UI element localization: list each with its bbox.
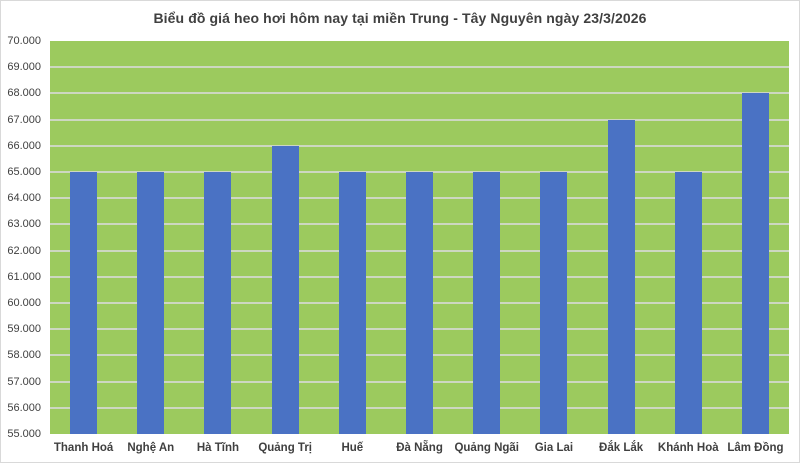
x-axis-category-label: Quảng Ngãi bbox=[454, 442, 519, 454]
bar-slot bbox=[588, 41, 655, 434]
bar bbox=[137, 172, 165, 434]
y-axis-tick-label: 55.000 bbox=[7, 428, 41, 440]
x-axis-category-label: Đắk Lắk bbox=[599, 442, 644, 454]
y-axis-tick-label: 68.000 bbox=[7, 87, 41, 100]
bar bbox=[674, 172, 702, 434]
bar bbox=[607, 120, 635, 434]
y-axis-tick-label: 66.000 bbox=[7, 139, 41, 152]
y-axis-tick-label: 57.000 bbox=[7, 375, 41, 388]
bar bbox=[70, 172, 98, 434]
y-axis-tick-label: 69.000 bbox=[7, 61, 41, 74]
y-axis: 70.000 69.000 68.000 67.000 66.000 65.000 64.0… bbox=[1, 35, 41, 440]
bar bbox=[338, 172, 366, 434]
y-axis-tick-label: 56.000 bbox=[7, 401, 41, 414]
bar bbox=[540, 172, 568, 434]
chart-title: Biểu đồ giá heo hơi hôm nay tại miền Tru… bbox=[153, 10, 647, 26]
x-axis-category-label: Gia Lai bbox=[534, 442, 574, 454]
plot-area bbox=[50, 41, 789, 434]
x-axis-category-label: Nghệ An bbox=[127, 442, 175, 454]
bar-slot bbox=[453, 41, 520, 434]
x-axis-category-label: Huế bbox=[341, 442, 364, 454]
y-axis-tick-label: 58.000 bbox=[7, 349, 41, 362]
y-axis-tick-label: 65.000 bbox=[7, 166, 41, 178]
gridline bbox=[50, 118, 789, 121]
x-axis: Thanh Hoá Nghệ An Hà Tĩnh Quảng Trị Huế Đà Nẵ… bbox=[50, 438, 789, 458]
bar-slot bbox=[50, 41, 117, 434]
bar bbox=[271, 146, 299, 434]
y-axis-tick-label: 63.000 bbox=[7, 218, 41, 231]
bar-slot bbox=[252, 41, 319, 434]
y-axis-tick-label: 61.000 bbox=[7, 270, 41, 283]
bar bbox=[406, 172, 434, 434]
bar-slot bbox=[117, 41, 184, 434]
bars-container bbox=[50, 41, 789, 434]
bar-slot bbox=[722, 41, 789, 434]
y-axis-tick-label: 64.000 bbox=[7, 192, 41, 205]
gridline bbox=[50, 66, 789, 69]
bar-slot bbox=[655, 41, 722, 434]
bar bbox=[741, 93, 769, 434]
bar-slot bbox=[319, 41, 386, 434]
y-axis-tick-label: 59.000 bbox=[7, 323, 41, 336]
bar bbox=[204, 172, 232, 434]
y-axis-tick-label: 62.000 bbox=[7, 244, 41, 257]
bar bbox=[473, 172, 501, 434]
bar-slot bbox=[386, 41, 453, 434]
y-axis-tick-label: 60.000 bbox=[7, 297, 41, 309]
y-axis-tick-label: 70.000 bbox=[7, 35, 41, 47]
bar-slot bbox=[184, 41, 251, 434]
bar-slot bbox=[520, 41, 587, 434]
x-axis-category-label: Đà Nẵng bbox=[396, 442, 443, 454]
x-axis-category-label: Thanh Hoá bbox=[53, 442, 114, 454]
x-axis-category-label: Khánh Hoà bbox=[657, 442, 719, 454]
y-axis-tick-label: 67.000 bbox=[7, 113, 41, 126]
gridline bbox=[50, 144, 789, 147]
x-axis-category-label: Lâm Đồng bbox=[727, 442, 784, 454]
gridline bbox=[50, 92, 789, 95]
x-axis-category-label: Hà Tĩnh bbox=[196, 442, 240, 454]
x-axis-category-label: Quảng Trị bbox=[258, 442, 312, 454]
